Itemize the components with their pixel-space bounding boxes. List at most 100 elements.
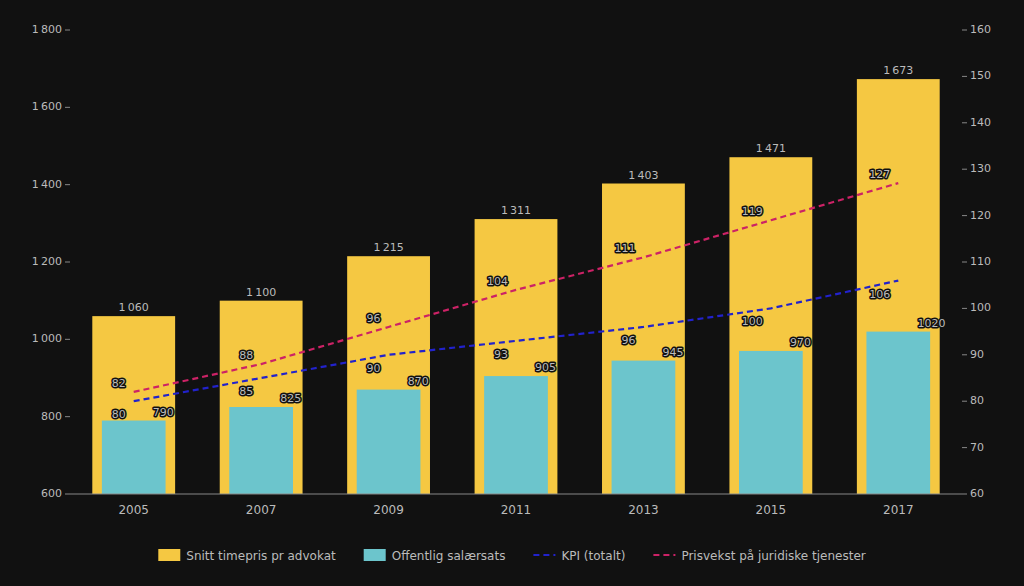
data-label: 1 673: [883, 64, 913, 77]
y-tick-label: 1 600: [32, 100, 62, 113]
data-label: 1 060: [119, 301, 149, 314]
bar: [729, 157, 812, 494]
y-tick: [65, 107, 70, 108]
data-label: 1 471: [756, 142, 786, 155]
background: [0, 0, 1024, 586]
y2-tick-label: 90: [970, 348, 984, 361]
y2-tick: [962, 401, 967, 402]
data-label: 96: [367, 312, 381, 325]
data-label: 1 403: [628, 169, 658, 182]
data-label: 870: [408, 375, 429, 388]
legend-item: Prisvekst på juridiske tjenester: [653, 549, 865, 563]
data-label: 127: [869, 168, 890, 181]
y2-tick: [962, 122, 967, 123]
y-tick-label: 800: [41, 410, 62, 423]
data-label: 106: [869, 288, 890, 301]
bar: [347, 256, 430, 494]
legend-label: KPI (totalt): [561, 549, 625, 563]
y2-tick: [962, 494, 967, 495]
y2-tick: [962, 262, 967, 263]
data-label: 93: [494, 348, 508, 361]
legend-label: Prisvekst på juridiske tjenester: [681, 549, 865, 563]
bar: [612, 361, 676, 494]
legend-item: Snitt timepris pr advokat: [158, 549, 336, 563]
legend-label: Offentlig salærsats: [392, 549, 506, 563]
data-label: 905: [535, 361, 556, 374]
data-label: 1 215: [373, 241, 403, 254]
bar: [739, 351, 803, 494]
y-tick: [65, 494, 70, 495]
y2-tick: [962, 30, 967, 31]
bar: [220, 301, 303, 494]
legend-swatch: [364, 549, 386, 561]
bar-series: [92, 79, 939, 494]
bar: [357, 390, 421, 494]
y2-tick-label: 110: [970, 255, 991, 268]
data-label: 88: [239, 349, 253, 362]
data-labels: 1 0601 1001 2151 3111 4031 4711 67379082…: [112, 64, 946, 421]
legend: Snitt timepris pr advokat Offentlig salær…: [158, 549, 866, 563]
bar: [484, 376, 548, 494]
y2-tick-label: 100: [970, 301, 991, 314]
bar: [602, 184, 685, 494]
bar-series: [102, 332, 930, 494]
y-tick-label: 1 000: [32, 332, 62, 345]
data-label: 119: [742, 205, 763, 218]
y2-tick-label: 120: [970, 209, 991, 222]
data-label: 82: [112, 377, 126, 390]
data-label: 825: [280, 392, 301, 405]
y2-tick: [962, 215, 967, 216]
line: [134, 281, 899, 402]
legend-swatch: [653, 554, 675, 556]
data-label: 100: [742, 315, 763, 328]
legend-swatch: [158, 549, 180, 561]
legend-item: KPI (totalt): [533, 549, 625, 563]
y2-tick-label: 140: [970, 116, 991, 129]
y-tick-label: 1 400: [32, 178, 62, 191]
y2-tick: [962, 447, 967, 448]
y2-tick-label: 60: [970, 487, 984, 500]
data-label: 80: [112, 408, 126, 421]
x-tick-label: 2017: [883, 503, 914, 517]
data-label: 111: [614, 242, 635, 255]
x-tick-label: 2005: [118, 503, 149, 517]
y2-tick-label: 150: [970, 69, 991, 82]
data-label: 970: [790, 336, 811, 349]
x-tick-label: 2011: [501, 503, 532, 517]
y2-tick-label: 80: [970, 394, 984, 407]
data-label: 945: [663, 346, 684, 359]
y-tick-label: 1 800: [32, 23, 62, 36]
data-label: 790: [153, 406, 174, 419]
bar: [92, 316, 175, 494]
y2-tick: [962, 308, 967, 309]
line-series: [134, 281, 899, 402]
line-series: [134, 183, 899, 392]
y-tick: [65, 262, 70, 263]
y2-tick-label: 130: [970, 162, 991, 175]
legend-label: Snitt timepris pr advokat: [186, 549, 336, 563]
y2-tick: [962, 169, 967, 170]
x-axis-line: [70, 494, 962, 495]
y-tick: [65, 184, 70, 185]
data-label: 1 311: [501, 204, 531, 217]
y-tick: [65, 339, 70, 340]
y2-tick-label: 70: [970, 441, 984, 454]
data-label: 104: [487, 275, 508, 288]
x-tick-label: 2007: [246, 503, 277, 517]
data-label: 85: [239, 385, 253, 398]
legend-swatch: [533, 554, 555, 556]
data-label: 96: [621, 334, 635, 347]
bar: [475, 219, 558, 494]
chart: 6008001 0001 2001 4001 6001 800607080901…: [0, 0, 1024, 586]
x-tick-label: 2009: [373, 503, 404, 517]
line: [134, 183, 899, 392]
data-label: 1020: [917, 317, 945, 330]
x-tick-label: 2013: [628, 503, 659, 517]
legend-item: Offentlig salærsats: [364, 549, 506, 563]
axes: 6008001 0001 2001 4001 6001 800607080901…: [32, 23, 991, 517]
bar: [229, 407, 293, 494]
y-tick-label: 1 200: [32, 255, 62, 268]
bar: [866, 332, 930, 494]
y-tick: [65, 30, 70, 31]
y2-tick: [962, 354, 967, 355]
